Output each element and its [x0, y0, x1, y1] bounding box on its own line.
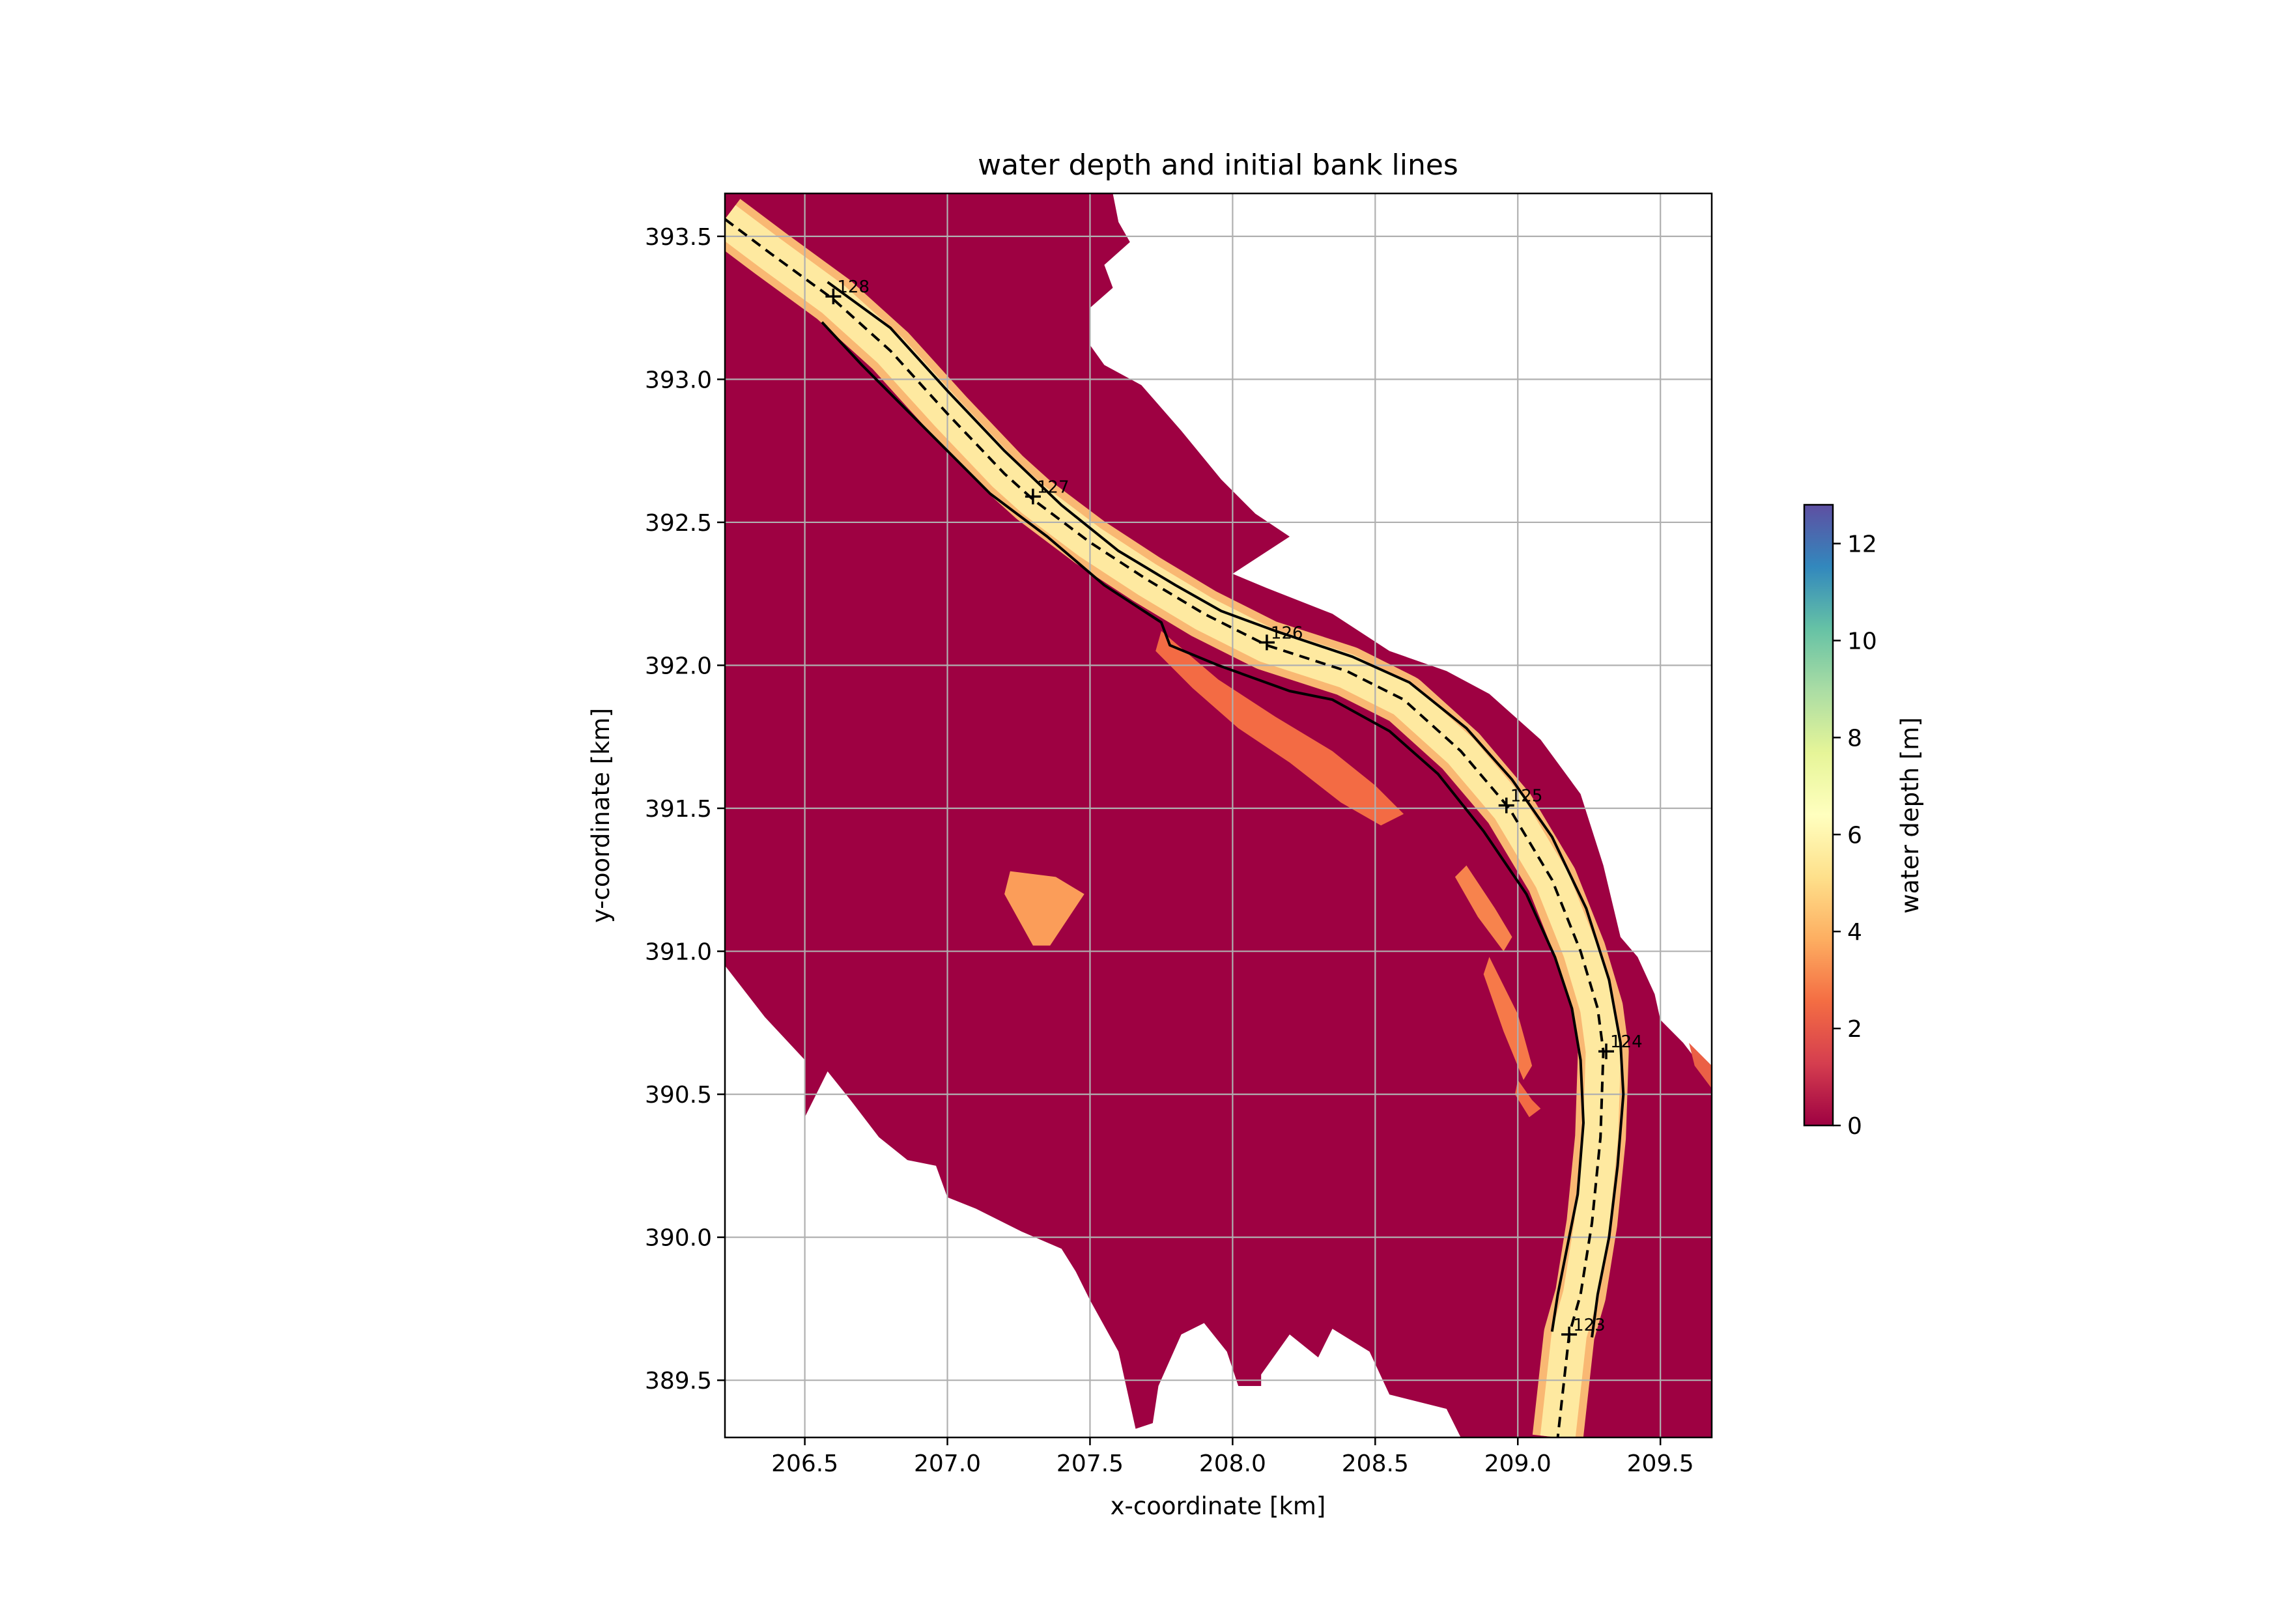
- km-marker: [825, 289, 842, 305]
- colorbar-tick-label: 0: [1847, 1113, 1862, 1140]
- km-markers: 123 124 125 126 127 128: [825, 277, 1643, 1342]
- y-axis-title: y-coordinate [km]: [587, 708, 615, 923]
- km-marker: [1498, 797, 1514, 813]
- km-marker-label: 125: [1510, 787, 1543, 806]
- shallow-patch: [1689, 1043, 1712, 1089]
- bank-lines: [821, 281, 1625, 1338]
- x-axis-title: x-coordinate [km]: [1111, 1492, 1326, 1520]
- colorbar: 0 2 4 6 8 10 12 water depth [m]: [1803, 503, 1924, 1140]
- colorbar-label: water depth [m]: [1896, 717, 1924, 914]
- bank-line: [827, 281, 1625, 1338]
- shallow-patch: [1483, 957, 1533, 1081]
- grid-lines: [725, 193, 1712, 1437]
- km-marker: [1598, 1043, 1614, 1060]
- km-marker: [1561, 1326, 1578, 1342]
- colorbar-gradient: [1804, 505, 1833, 1125]
- y-tick-label: 390.0: [645, 1225, 712, 1252]
- x-tick-label: 209.5: [1627, 1450, 1694, 1477]
- colorbar-ticks: 0 2 4 6 8 10 12: [1833, 531, 1877, 1140]
- x-tick-label: 207.5: [1056, 1450, 1124, 1477]
- bank-line: [821, 321, 1585, 1332]
- shallow-patch: [1155, 630, 1404, 826]
- plot-title: water depth and initial bank lines: [978, 148, 1458, 182]
- colorbar-tick-label: 2: [1847, 1016, 1862, 1043]
- colorbar-tick-label: 6: [1847, 822, 1862, 849]
- colorbar-tick-label: 10: [1847, 628, 1877, 655]
- y-tick-label: 389.5: [645, 1368, 712, 1394]
- x-tick-label: 209.0: [1484, 1450, 1552, 1477]
- colorbar-tick-label: 4: [1847, 919, 1862, 946]
- shallow-patches: [1004, 630, 1712, 1118]
- y-tick-label: 391.0: [645, 939, 712, 966]
- y-axis-ticks: 389.5 390.0 390.5 391.0 391.5 392.0 392.5 393.0…: [645, 224, 725, 1394]
- x-tick-label: 207.0: [914, 1450, 981, 1477]
- km-marker-label: 123: [1573, 1316, 1606, 1335]
- x-tick-label: 208.5: [1342, 1450, 1409, 1477]
- x-axis-ticks: 206.5 207.0 207.5 208.0 208.5 209.0 209.5: [771, 1437, 1694, 1477]
- shallow-patch: [1004, 871, 1084, 946]
- x-tick-label: 208.0: [1199, 1450, 1266, 1477]
- km-marker: [1258, 634, 1275, 651]
- river-centerline: [725, 218, 1605, 1437]
- shallow-patch: [1454, 865, 1512, 952]
- shallow-patch: [1514, 1080, 1541, 1118]
- floodplain-depth-field: [725, 193, 1712, 1437]
- y-tick-label: 390.5: [645, 1082, 712, 1109]
- plot-frame: [724, 192, 1713, 1439]
- km-marker-label: 128: [837, 277, 870, 297]
- colorbar-tick-label: 12: [1847, 531, 1877, 558]
- y-tick-label: 391.5: [645, 796, 712, 823]
- y-tick-label: 392.0: [645, 653, 712, 679]
- km-marker-label: 127: [1037, 477, 1070, 497]
- km-marker: [1025, 488, 1041, 505]
- y-tick-label: 392.5: [645, 510, 712, 537]
- km-marker-label: 124: [1610, 1032, 1643, 1052]
- colorbar-tick-label: 8: [1847, 725, 1862, 752]
- y-tick-label: 393.0: [645, 367, 712, 393]
- colorbar-frame: [1803, 503, 1834, 1127]
- plot-area: 123 124 125 126 127 128: [725, 193, 1712, 1437]
- x-tick-label: 206.5: [771, 1450, 838, 1477]
- y-tick-label: 393.5: [645, 224, 712, 251]
- km-marker-label: 126: [1271, 623, 1303, 643]
